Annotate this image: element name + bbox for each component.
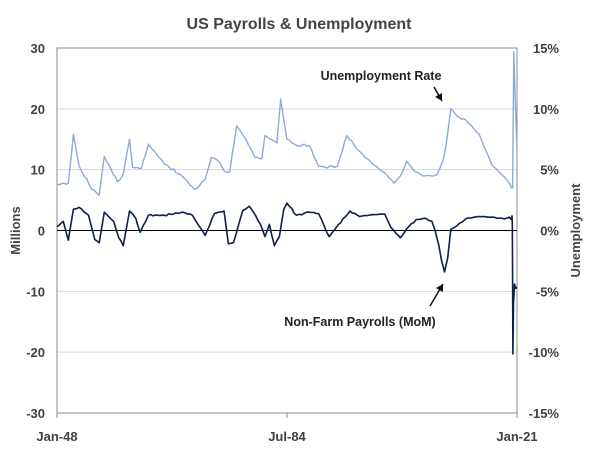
- left-axis-ticks: 30 20 10 0 -10 -20 -30: [26, 41, 45, 421]
- arrow-head-icon: [435, 92, 442, 101]
- series-layer: [56, 50, 518, 355]
- left-tick-label: -10: [26, 284, 45, 299]
- right-tick-label: -15%: [529, 406, 560, 421]
- right-tick-label: 5%: [540, 163, 559, 178]
- arrow-head-icon: [435, 284, 443, 293]
- annotation-label: Unemployment Rate: [321, 69, 442, 83]
- right-tick-label: 15%: [533, 41, 559, 56]
- left-tick-label: 20: [31, 102, 45, 117]
- chart-title: US Payrolls & Unemployment: [187, 16, 413, 33]
- x-tick-label: Jan-48: [36, 429, 77, 444]
- annotations: Unemployment Rate Non-Farm Payrolls (MoM): [284, 69, 444, 329]
- left-tick-label: 10: [31, 163, 45, 178]
- right-axis-ticks: 15% 10% 5% 0% -5% -10% -15%: [529, 41, 560, 421]
- annotation-label: Non-Farm Payrolls (MoM): [284, 315, 435, 329]
- right-tick-label: 10%: [533, 102, 559, 117]
- series-line-unemployment: [56, 50, 518, 196]
- left-tick-label: 30: [31, 41, 45, 56]
- x-tick-label: Jan-21: [496, 429, 537, 444]
- right-axis-title: Unemployment: [568, 183, 583, 278]
- right-tick-label: -5%: [536, 284, 560, 299]
- left-tick-label: -20: [26, 345, 45, 360]
- right-tick-label: 0%: [540, 224, 559, 239]
- x-tick-label: Jul-84: [268, 429, 306, 444]
- x-axis-ticks: Jan-48 Jul-84 Jan-21: [36, 413, 538, 444]
- left-tick-label: -30: [26, 406, 45, 421]
- left-axis-title: Millions: [8, 206, 23, 254]
- right-tick-label: -10%: [529, 345, 560, 360]
- series-line-payrolls: [56, 202, 518, 355]
- left-tick-label: 0: [38, 224, 45, 239]
